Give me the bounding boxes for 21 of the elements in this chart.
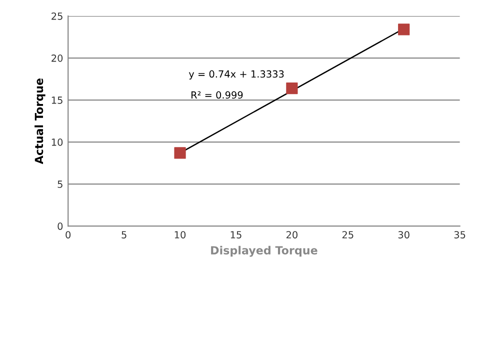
annotation: y = 0.74x + 1.3333: [188, 70, 284, 80]
point: [286, 82, 298, 94]
x-tick-label: 30: [398, 231, 410, 238]
x-tick-label: 15: [230, 231, 242, 238]
x-tick-label: 25: [342, 231, 354, 238]
x-tick-label: 35: [454, 231, 466, 238]
y-axis-title: Actual Torque: [34, 78, 46, 164]
y-tick-label: 0: [58, 222, 63, 230]
y-tick-label: 20: [52, 54, 63, 62]
x-tick-label: 10: [174, 231, 186, 238]
point: [398, 24, 410, 36]
x-tick-label: 5: [122, 231, 126, 238]
y-tick-label: 25: [52, 12, 62, 20]
x-tick-label: 0: [66, 231, 71, 238]
y-tick-label: 15: [52, 96, 62, 104]
y-tick-label: 5: [58, 180, 62, 188]
x-tick-label: 20: [286, 231, 298, 238]
point: [174, 147, 186, 159]
x-axis-title: Displayed Torque: [211, 246, 318, 257]
y-tick-label: 10: [52, 138, 63, 146]
annotation: R² = 0.999: [192, 91, 243, 99]
